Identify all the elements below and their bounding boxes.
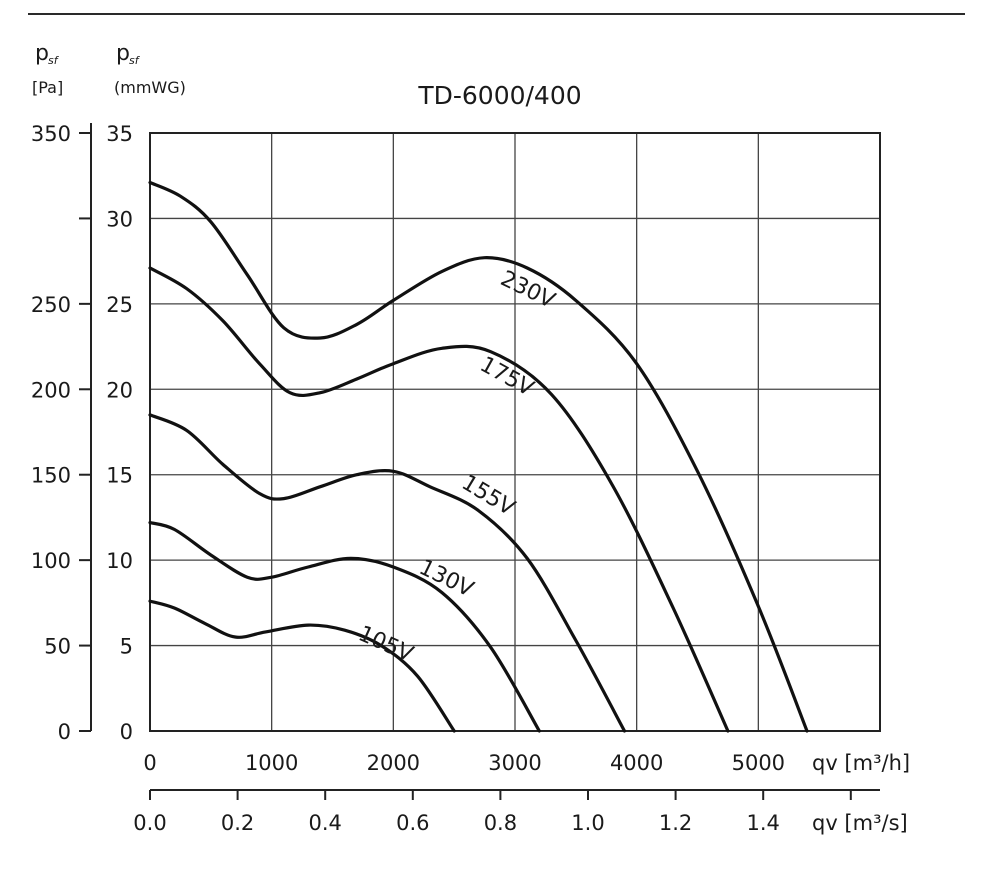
x-m3s-tick-label: 0.4 <box>308 811 341 835</box>
mmwg-axis-ticks: 0 5 10 15 20 25 30 35 <box>106 122 133 744</box>
mmwg-tick-label: 25 <box>106 293 133 317</box>
plot-frame <box>149 132 881 732</box>
x-m3s-tick-label: 1.0 <box>571 811 604 835</box>
mmwg-tick-label: 10 <box>106 549 133 573</box>
pa-axis: 0 50 100 150 200 250 350 <box>31 122 92 744</box>
left-axis-label-sub: sf <box>48 54 60 67</box>
mmwg-axis-label-p: p <box>116 41 130 66</box>
mmwg-tick-label: 0 <box>120 720 133 744</box>
x-m3h-tick-label: 0 <box>143 751 156 775</box>
x-axis-m3h-label: qv [m³/h] <box>812 751 910 775</box>
x-m3s-tick-label: 1.2 <box>659 811 692 835</box>
curve-105v <box>148 599 456 733</box>
right-axis-title: p sf (mmWG) <box>114 41 186 97</box>
curve-175v <box>148 266 730 733</box>
pa-tick-label: 250 <box>31 293 71 317</box>
curve-label-155v: 155V <box>457 470 519 521</box>
pa-tick-label: 0 <box>58 720 71 744</box>
x-axis-m3s-label: qv [m³/s] <box>812 811 908 835</box>
x-m3h-tick-label: 1000 <box>245 751 298 775</box>
mmwg-tick-label: 30 <box>106 207 133 231</box>
mmwg-tick-label: 15 <box>106 464 133 488</box>
mmwg-axis-label-sub: sf <box>129 54 141 67</box>
pa-tick-label: 50 <box>44 635 71 659</box>
mmwg-tick-label: 20 <box>106 378 133 402</box>
x-axis-m3s: 0.0 0.2 0.4 0.6 0.8 1.0 1.2 1.4 <box>133 789 880 835</box>
plot-grid <box>149 132 881 732</box>
pa-tick-label: 200 <box>31 378 71 402</box>
chart-title: TD-6000/400 <box>417 81 581 110</box>
x-m3h-tick-label: 2000 <box>367 751 420 775</box>
mmwg-axis-unit: (mmWG) <box>114 78 186 97</box>
x-m3s-tick-label: 0.8 <box>484 811 517 835</box>
x-m3s-tick-label: 0.6 <box>396 811 429 835</box>
x-axis-m3h: 0 1000 2000 3000 4000 5000 <box>143 751 785 775</box>
pa-tick-label: 350 <box>31 122 71 146</box>
left-axis-title: p sf [Pa] <box>32 41 63 97</box>
x-m3s-tick-label: 0.0 <box>133 811 166 835</box>
x-m3s-tick-label: 1.4 <box>746 811 779 835</box>
x-m3h-tick-label: 3000 <box>488 751 541 775</box>
curve-230v <box>148 180 809 733</box>
x-m3s-tick-label: 0.2 <box>221 811 254 835</box>
curve-155v <box>148 413 627 733</box>
curve-label-230v: 230V <box>497 266 559 313</box>
x-m3h-tick-label: 4000 <box>610 751 663 775</box>
left-axis-unit: [Pa] <box>32 78 63 97</box>
curve-label-105v: 105V <box>354 621 416 667</box>
curve-130v <box>148 521 541 733</box>
mmwg-tick-label: 35 <box>106 122 133 146</box>
x-m3h-tick-label: 5000 <box>732 751 785 775</box>
pa-tick-label: 100 <box>31 549 71 573</box>
pa-tick-label: 150 <box>31 464 71 488</box>
mmwg-tick-label: 5 <box>120 635 133 659</box>
left-axis-label-p: p <box>35 41 49 66</box>
